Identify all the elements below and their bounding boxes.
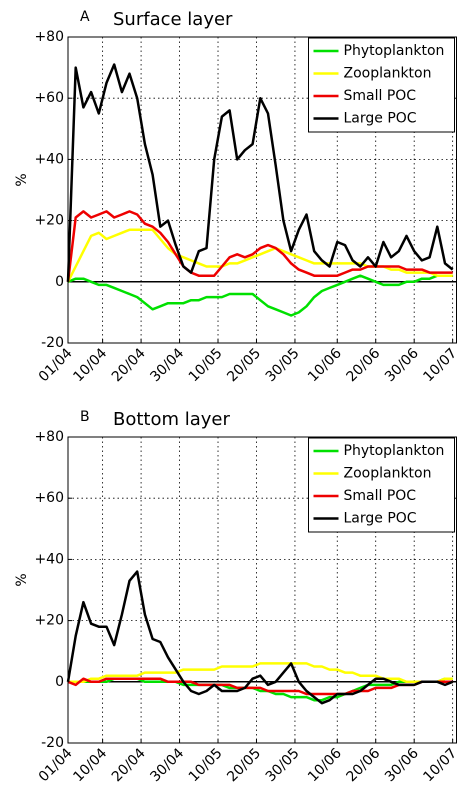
y-tick-label: +60 xyxy=(34,90,64,106)
x-tick-label: 30/04 xyxy=(147,745,187,785)
data-line xyxy=(66,228,453,283)
data-line xyxy=(67,274,453,317)
x-tick-label: 10/05 xyxy=(186,745,226,785)
legend-label: Zooplankton xyxy=(344,466,432,482)
x-tick-label: 10/06 xyxy=(305,745,345,785)
data-line xyxy=(66,63,454,282)
legend-label: Small POC xyxy=(344,488,417,504)
x-tick-label: 01/04 xyxy=(36,745,76,785)
x-tick-label: 01/04 xyxy=(36,345,76,385)
y-tick-label: 0 xyxy=(55,274,64,290)
y-tick-label: +20 xyxy=(34,213,64,229)
x-tick-label: 10/04 xyxy=(70,345,110,385)
x-tick-label: 20/04 xyxy=(109,345,149,385)
legend-label: Phytoplankton xyxy=(344,443,445,459)
legend-box xyxy=(308,37,455,133)
x-tick-label: 10/06 xyxy=(305,345,345,385)
legend-label: Zooplankton xyxy=(344,66,432,82)
x-tick-label: 20/05 xyxy=(224,345,264,385)
x-tick-label: 10/05 xyxy=(186,345,226,385)
y-tick-label: +40 xyxy=(34,151,64,167)
x-tick-label: 10/07 xyxy=(420,745,457,785)
y-tick-label: +20 xyxy=(34,613,64,629)
panel-label: B xyxy=(80,409,90,425)
chart-title: Surface layer xyxy=(113,9,233,30)
data-line xyxy=(67,677,453,696)
panel-label: A xyxy=(80,9,90,25)
y-tick-label: +60 xyxy=(34,490,64,506)
y-tick-label: -20 xyxy=(41,335,64,351)
x-tick-label: 10/04 xyxy=(70,745,110,785)
y-tick-label: +40 xyxy=(34,551,64,567)
legend-label: Large POC xyxy=(344,111,417,127)
x-tick-label: 30/04 xyxy=(147,345,187,385)
y-tick-label: 0 xyxy=(55,674,64,690)
legend-label: Large POC xyxy=(344,511,417,527)
data-line xyxy=(68,662,453,684)
x-tick-label: 30/05 xyxy=(263,745,303,785)
y-tick-label: +80 xyxy=(34,29,64,45)
data-line xyxy=(66,210,453,282)
x-tick-label: 20/04 xyxy=(109,745,149,785)
x-tick-label: 20/05 xyxy=(224,745,264,785)
data-line xyxy=(66,570,454,705)
x-tick-label: 30/05 xyxy=(263,345,303,385)
y-axis-label: % xyxy=(14,173,30,186)
x-tick-label: 20/06 xyxy=(344,345,384,385)
legend-label: Phytoplankton xyxy=(344,43,445,59)
x-tick-label: 10/07 xyxy=(420,345,457,385)
legend-label: Small POC xyxy=(344,88,417,104)
chart-title: Bottom layer xyxy=(113,409,231,430)
y-tick-label: -20 xyxy=(41,735,64,751)
x-tick-label: 20/06 xyxy=(344,745,384,785)
y-tick-label: +80 xyxy=(34,429,64,445)
x-tick-label: 30/06 xyxy=(382,745,422,785)
x-tick-label: 30/06 xyxy=(382,345,422,385)
y-axis-label: % xyxy=(14,573,30,586)
legend-box xyxy=(308,437,455,533)
